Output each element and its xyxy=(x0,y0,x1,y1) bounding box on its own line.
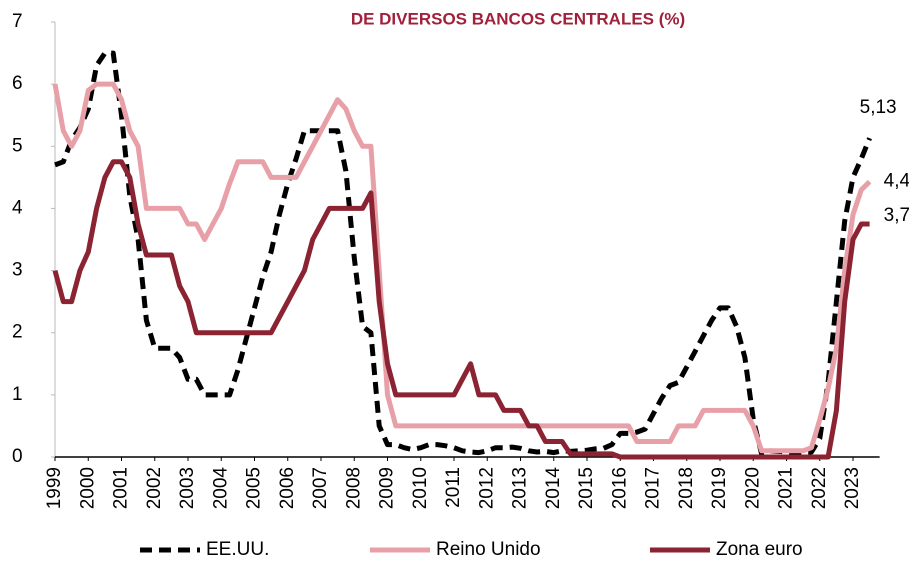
x-tick-label: 2011 xyxy=(443,467,464,508)
series-line xyxy=(54,50,872,457)
x-tick-label: 2017 xyxy=(643,467,664,509)
x-tick-label: 2020 xyxy=(742,467,763,509)
chart-title: DE DIVERSOS BANCOS CENTRALES (%) xyxy=(351,9,685,28)
y-tick-label: 7 xyxy=(12,11,23,32)
x-tick-label: 2007 xyxy=(310,467,331,509)
x-tick-label: 2000 xyxy=(77,467,98,509)
x-tick-label: 2016 xyxy=(609,467,630,509)
x-tick-label: 2006 xyxy=(277,467,298,509)
x-tick-label: 2004 xyxy=(210,467,231,510)
x-tick-label: 2005 xyxy=(244,467,265,509)
x-tick-label: 2008 xyxy=(343,467,364,509)
x-tick-label: 2014 xyxy=(543,467,564,510)
x-tick-label: 2022 xyxy=(809,467,830,509)
x-tick-label: 2023 xyxy=(842,467,863,509)
data-label: 4,43 xyxy=(884,171,909,192)
data-label: 5,13 xyxy=(860,97,897,118)
x-tick-label: 2009 xyxy=(377,467,398,509)
legend-label: EE.UU. xyxy=(206,539,269,560)
x-tick-label: 2010 xyxy=(410,467,431,509)
y-tick-label: 1 xyxy=(12,384,23,405)
x-tick-label: 2021 xyxy=(776,467,797,509)
data-label: 3,75 xyxy=(884,205,909,226)
x-tick-label: 2018 xyxy=(676,467,697,509)
x-tick-label: 2013 xyxy=(510,467,531,509)
series-line xyxy=(52,159,870,460)
y-tick-label: 6 xyxy=(12,73,23,94)
series-line xyxy=(52,81,872,454)
x-tick-label: 2003 xyxy=(177,467,198,509)
x-tick-label: 2001 xyxy=(111,467,132,509)
y-tick-label: 3 xyxy=(12,260,23,281)
x-tick-label: 2019 xyxy=(709,467,730,509)
x-tick-label: 2015 xyxy=(576,467,597,509)
legend-label: Zona euro xyxy=(716,539,803,560)
y-tick-label: 5 xyxy=(12,135,23,156)
x-tick-label: 2012 xyxy=(476,467,497,509)
y-tick-label: 4 xyxy=(12,197,23,218)
legend-label: Reino Unido xyxy=(436,539,541,560)
y-tick-label: 0 xyxy=(12,446,23,467)
y-tick-label: 2 xyxy=(12,322,23,343)
x-tick-label: 2002 xyxy=(144,467,165,509)
x-tick-label: 1999 xyxy=(44,467,65,509)
